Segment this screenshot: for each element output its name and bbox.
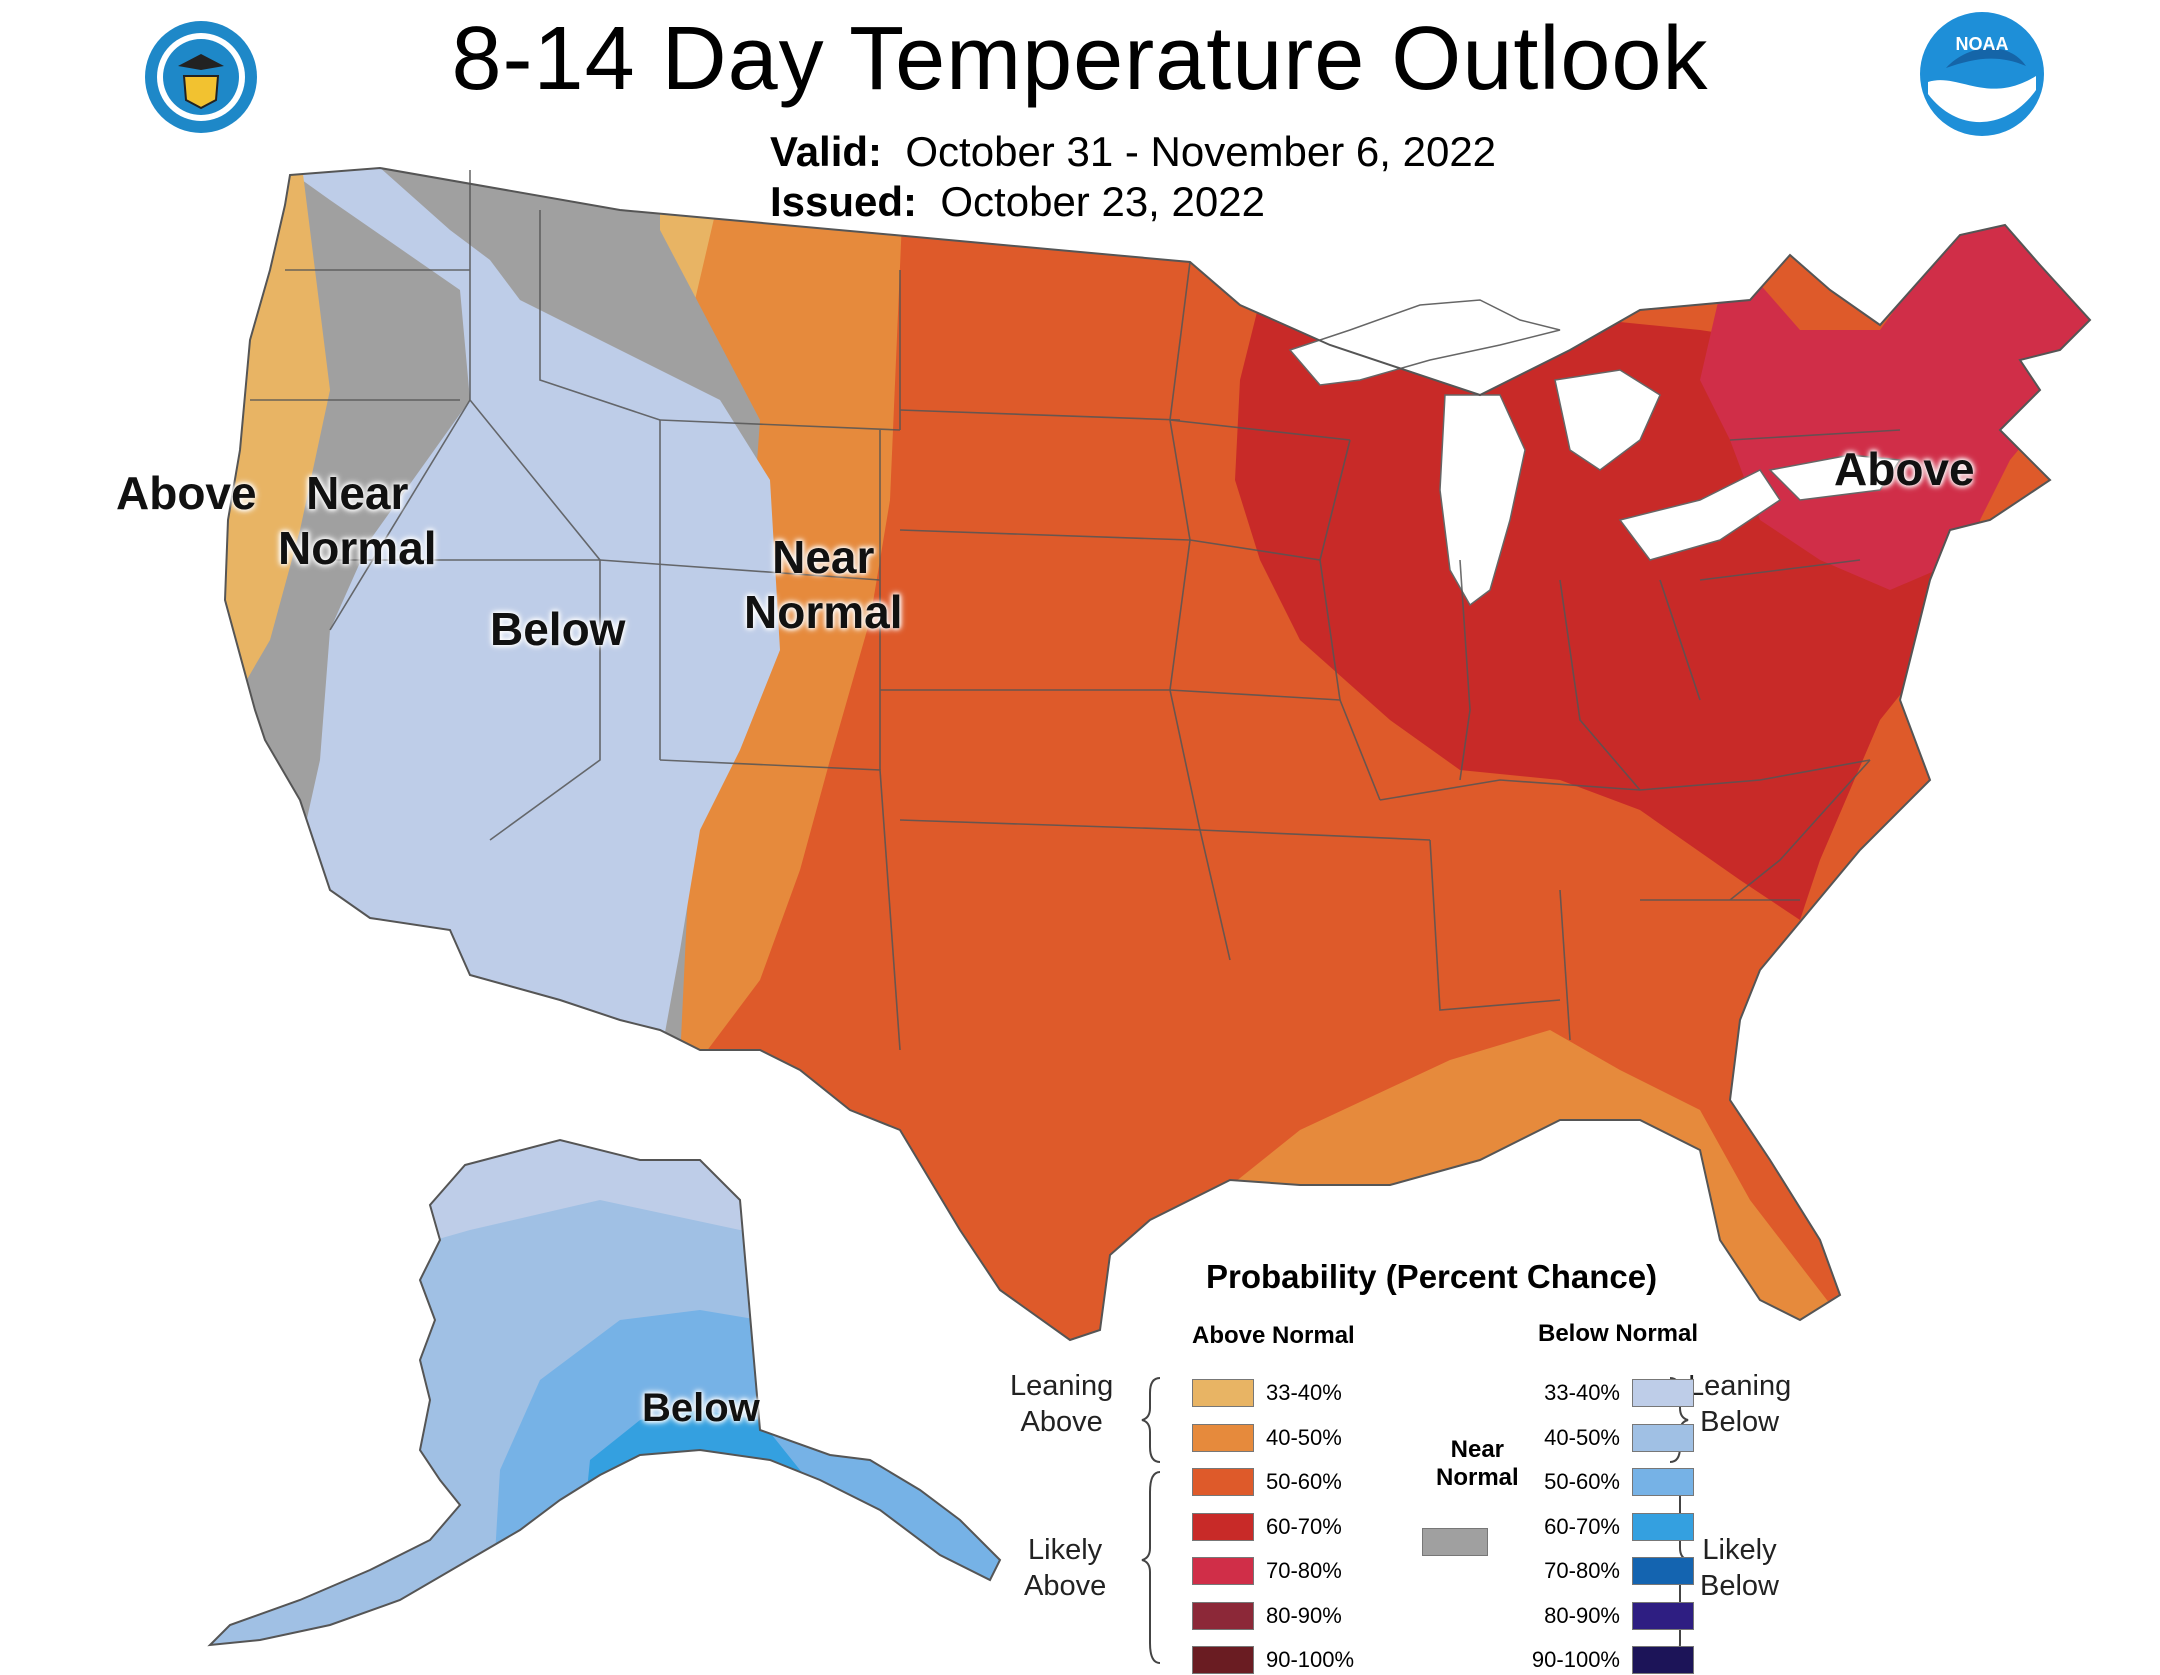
legend-above-swatch — [1192, 1379, 1254, 1407]
noaa-logo-text: NOAA — [1956, 34, 2009, 54]
legend-likely-below-line: Likely — [1702, 1534, 1777, 1566]
legend-below-swatch — [1632, 1646, 1694, 1674]
legend-above-label: 70-80% — [1266, 1558, 1342, 1583]
legend-leaning-above-line: Leaning — [1010, 1370, 1114, 1402]
legend-likely-below-line: Below — [1700, 1570, 1779, 1603]
legend-above-row: 33-40% — [1192, 1378, 1342, 1408]
region-label-line: Normal — [744, 586, 903, 639]
legend-below-swatch — [1632, 1557, 1694, 1585]
region-label-northeast: Above — [1834, 443, 1975, 495]
legend-below-row: 60-70% — [1530, 1512, 1694, 1542]
legend-below-label: 60-70% — [1544, 1513, 1620, 1539]
department-of-commerce-seal — [142, 18, 260, 136]
legend-below-swatch — [1632, 1379, 1694, 1407]
legend-leaning-below-line: Below — [1700, 1406, 1780, 1439]
region-label-west-near-normal: Near Normal — [278, 466, 436, 576]
legend-below-header: Below Normal — [1538, 1320, 1699, 1347]
legend-likely-above-line: Likely — [1028, 1534, 1103, 1566]
legend-below-label: 80-90% — [1544, 1602, 1620, 1628]
region-label-line: Near — [306, 467, 409, 519]
noaa-logo: NOAA — [1918, 10, 2046, 138]
region-label-mountain-west: Below — [490, 603, 626, 655]
legend-above-swatch — [1192, 1512, 1254, 1541]
legend-near-line: Near — [1450, 1436, 1505, 1463]
page-title: 8-14 Day Temperature Outlook — [451, 9, 1709, 109]
region-label-line: Near — [772, 531, 875, 583]
legend-likely-above: Likely Above — [1024, 1532, 1106, 1605]
region-label-plains-near-normal: Near Normal — [744, 530, 902, 640]
legend-above-label: 40-50% — [1266, 1424, 1342, 1450]
legend-title: Probability (Percent Chance) — [1206, 1258, 1658, 1295]
legend-below-row: 50-60% — [1530, 1467, 1694, 1497]
legend-above-row: 50-60% — [1192, 1467, 1342, 1497]
legend-below-row: 40-50% — [1530, 1423, 1694, 1453]
legend-below-row: 33-40% — [1530, 1378, 1694, 1408]
region-label-line: Normal — [278, 522, 437, 575]
legend-below-swatch — [1632, 1601, 1694, 1630]
legend-above-label: 90-100% — [1266, 1647, 1355, 1672]
legend-swatch-near-normal — [1422, 1528, 1488, 1556]
legend-above-header: Above Normal — [1192, 1322, 1355, 1349]
legend-above-swatch — [1192, 1601, 1254, 1630]
legend-above-swatch — [1192, 1646, 1254, 1674]
legend-above-row: 70-80% — [1192, 1556, 1342, 1586]
legend-near-header: Near Normal — [1436, 1436, 1519, 1492]
legend-leaning-above: Leaning Above — [1010, 1368, 1113, 1441]
legend-near-line: Normal — [1436, 1464, 1519, 1491]
region-label-pacific-coast: Above — [116, 467, 257, 519]
issued-date: Issued: October 23, 2022 — [770, 178, 1265, 226]
legend-below-label: 33-40% — [1544, 1380, 1620, 1405]
legend-above-row: 80-90% — [1192, 1601, 1342, 1631]
legend-likely-below: Likely Below — [1700, 1532, 1779, 1605]
legend-leaning-above-line: Above — [1020, 1406, 1103, 1439]
legend-above-label: 80-90% — [1266, 1602, 1342, 1628]
legend-above-label: 60-70% — [1266, 1513, 1342, 1539]
region-label-alaska: Below — [642, 1386, 760, 1430]
legend-above-swatch — [1192, 1557, 1254, 1585]
legend-below-row: 70-80% — [1530, 1556, 1694, 1586]
valid-dates: Valid: October 31 - November 6, 2022 — [770, 128, 1496, 176]
valid-label: Valid: — [770, 128, 883, 175]
legend-below-swatch — [1632, 1423, 1694, 1452]
legend-below-swatch — [1632, 1512, 1694, 1541]
legend-below-row: 80-90% — [1530, 1601, 1694, 1631]
issued-value: October 23, 2022 — [940, 178, 1265, 225]
legend-below-label: 50-60% — [1544, 1469, 1620, 1494]
legend-above-label: 33-40% — [1266, 1380, 1342, 1405]
valid-value: October 31 - November 6, 2022 — [905, 128, 1497, 175]
legend-above-swatch — [1192, 1468, 1254, 1496]
legend-below-label: 40-50% — [1544, 1424, 1620, 1450]
legend-leaning-below: Leaning Below — [1688, 1368, 1791, 1441]
legend-above-row: 40-50% — [1192, 1423, 1342, 1453]
legend-above-label: 50-60% — [1266, 1469, 1342, 1494]
legend-leaning-below-line: Leaning — [1688, 1370, 1792, 1402]
legend-below-row: 90-100% — [1530, 1645, 1694, 1675]
legend-below-label: 70-80% — [1544, 1558, 1620, 1583]
legend-below-label: 90-100% — [1531, 1647, 1620, 1672]
legend-above-swatch — [1192, 1423, 1254, 1452]
legend: Probability (Percent Chance) Above Norma… — [1000, 1258, 1791, 1674]
legend-above-row: 60-70% — [1192, 1512, 1342, 1542]
legend-above-row: 90-100% — [1192, 1645, 1354, 1675]
legend-below-swatch — [1632, 1468, 1694, 1496]
legend-likely-above-line: Above — [1024, 1570, 1107, 1603]
issued-label: Issued: — [770, 178, 918, 225]
